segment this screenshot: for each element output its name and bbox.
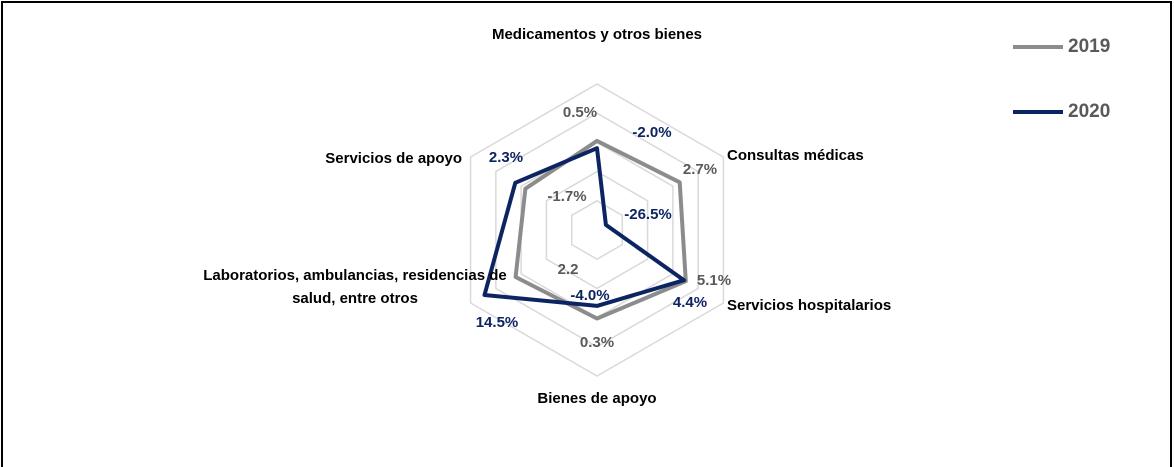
category-label: Servicios hospitalarios xyxy=(727,297,892,314)
data-label: -2.0% xyxy=(632,124,671,141)
grid-ring xyxy=(545,170,649,290)
data-label: 2.7% xyxy=(683,161,717,178)
data-label: 2.2 xyxy=(558,261,579,278)
data-label: 0.5% xyxy=(563,104,597,121)
category-label: Laboratorios, ambulancias, residencias d… xyxy=(203,267,507,307)
data-label: -26.5% xyxy=(624,206,672,223)
series-line xyxy=(513,138,688,321)
data-label: 0.3% xyxy=(580,334,614,351)
data-label: 5.1% xyxy=(697,272,731,289)
category-label: Bienes de apoyo xyxy=(537,390,657,407)
data-label: -4.0% xyxy=(570,287,609,304)
category-label: Consultas médicas xyxy=(727,147,864,164)
legend-label: 2019 xyxy=(1068,36,1110,57)
data-label: 14.5% xyxy=(476,314,519,331)
grid-ring xyxy=(495,112,699,348)
grid-ring xyxy=(469,83,725,377)
category-label: Servicios de apoyo xyxy=(325,150,462,167)
series-line xyxy=(482,146,686,308)
data-label: 2.3% xyxy=(489,149,523,166)
data-label: -1.7% xyxy=(547,188,586,205)
grid-ring xyxy=(570,199,624,261)
category-label: Medicamentos y otros bienes xyxy=(491,26,703,43)
legend-label: 2020 xyxy=(1068,101,1110,122)
data-label: 4.4% xyxy=(673,294,707,311)
